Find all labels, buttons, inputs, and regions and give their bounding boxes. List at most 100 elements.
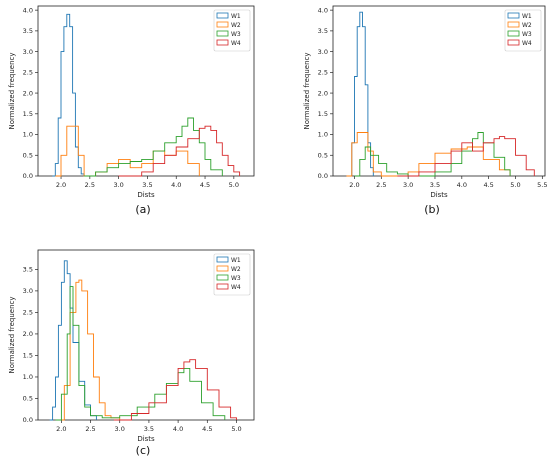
legend-swatch-w1 [507,12,520,19]
panel-c-chart: 2.0 2.5 3.0 3.5 4.0 4.5 5.0 0.0 0.5 1.0 1.5 2.0 2.5 3… [8,249,255,443]
y-tick-label: 1.5 [23,352,33,360]
y-axis-label: Normalized frequency [8,52,16,129]
x-tick-label: 4.5 [483,181,493,189]
x-axis-label: Dists [137,191,155,199]
x-tick-label: 5.0 [229,181,239,189]
legend-label-w3: W3 [522,31,532,38]
y-tick-label: 4.0 [318,6,328,14]
y-tick-label: 3.5 [318,27,328,35]
legend-box [213,253,251,296]
series-line-w2 [55,125,200,177]
series-line-w2 [58,279,121,421]
legend-swatch-w2 [507,21,520,28]
y-tick-label: 3.5 [23,27,33,35]
y-tick-label: 0.5 [23,395,33,403]
y-tick-label: 2.0 [23,89,33,97]
x-tick-label: 3.0 [403,181,413,189]
y-tick-label: 3.0 [23,287,33,295]
legend-label-w1: W1 [231,13,241,20]
x-tick-label: 5.0 [231,425,241,433]
x-tick-label: 5.5 [537,181,547,189]
series-line-w1 [52,13,85,177]
legend-label-w1: W1 [522,13,532,20]
series-line-w4 [113,359,237,421]
legend-swatch-w2 [216,265,229,272]
series-line-w3 [84,117,223,177]
y-tick-label: 1.0 [23,131,33,139]
legend-label-w2: W2 [231,266,241,273]
panel-label-a: (a) [135,203,150,216]
x-tick-label: 2.0 [56,425,66,433]
legend-swatch-w4 [216,39,229,46]
panel-label-b: (b) [424,203,440,216]
y-tick-label: 1.5 [23,110,33,118]
y-axis-label: Normalized frequency [303,52,311,129]
series-line-w3 [55,286,226,421]
x-tick-label: 2.0 [56,181,66,189]
x-axis-label: Dists [430,191,448,199]
series-line-w2 [346,132,511,177]
y-tick-label: 3.0 [23,48,33,56]
y-tick-label: 3.5 [23,266,33,274]
legend-swatch-w3 [507,30,520,37]
series-line-w1 [49,260,97,421]
x-tick-label: 2.0 [349,181,359,189]
series-line-w4 [118,125,241,177]
y-tick-label: 4.0 [23,6,33,14]
legend-label-w2: W2 [231,22,241,29]
y-tick-label: 3.0 [318,48,328,56]
legend-label-w4: W4 [231,40,241,47]
y-tick-label: 2.0 [318,89,328,97]
x-tick-label: 2.5 [376,181,386,189]
x-tick-label: 4.0 [457,181,467,189]
y-tick-label: 0.0 [318,172,328,180]
x-tick-label: 3.5 [142,181,152,189]
legend-swatch-w4 [507,39,520,46]
y-tick-label: 2.5 [318,69,328,77]
x-tick-label: 2.5 [85,425,95,433]
axes-frame [332,5,546,177]
x-tick-label: 4.0 [171,181,181,189]
legend-label-w4: W4 [522,40,532,47]
legend-label-w1: W1 [231,257,241,264]
x-tick-label: 4.5 [202,425,212,433]
y-axis-label: Normalized frequency [8,296,16,373]
panel-b-chart: 2.0 2.5 3.0 3.5 4.0 4.5 5.0 5.5 0.0 0.5 1.0 1.5 2.0 2… [303,5,547,199]
y-tick-label: 0.0 [23,416,33,424]
x-tick-label: 3.0 [113,181,123,189]
y-tick-label: 1.0 [318,131,328,139]
legend-box [213,9,251,52]
axes-frame [37,249,255,421]
panel-a-chart: 2.0 2.5 3.0 3.5 4.0 4.5 5.0 0.0 0.5 1.0 1.5 2.0 2.5 3… [8,5,255,199]
y-tick-label: 2.0 [23,330,33,338]
legend-swatch-w4 [216,283,229,290]
legend-label-w3: W3 [231,275,241,282]
legend-label-w2: W2 [522,22,532,29]
x-tick-label: 4.0 [173,425,183,433]
y-tick-label: 0.0 [23,172,33,180]
legend-swatch-w3 [216,30,229,37]
legend-box [504,9,542,52]
y-tick-label: 2.5 [23,309,33,317]
series-line-w4 [397,136,535,177]
x-tick-label: 5.0 [510,181,520,189]
x-tick-label: 3.5 [430,181,440,189]
legend-swatch-w1 [216,256,229,263]
y-tick-label: 0.5 [23,151,33,159]
y-tick-label: 1.0 [23,373,33,381]
y-tick-label: 2.5 [23,69,33,77]
series-line-w3 [354,132,511,177]
legend-label-w4: W4 [231,284,241,291]
y-tick-label: 0.5 [318,151,328,159]
legend-swatch-w3 [216,274,229,281]
panel-label-c: (c) [136,444,151,457]
legend-swatch-w1 [216,12,229,19]
x-tick-label: 4.5 [200,181,210,189]
x-tick-label: 2.5 [85,181,95,189]
x-tick-label: 3.5 [144,425,154,433]
legend-label-w3: W3 [231,31,241,38]
y-tick-label: 1.5 [318,110,328,118]
legend-swatch-w2 [216,21,229,28]
